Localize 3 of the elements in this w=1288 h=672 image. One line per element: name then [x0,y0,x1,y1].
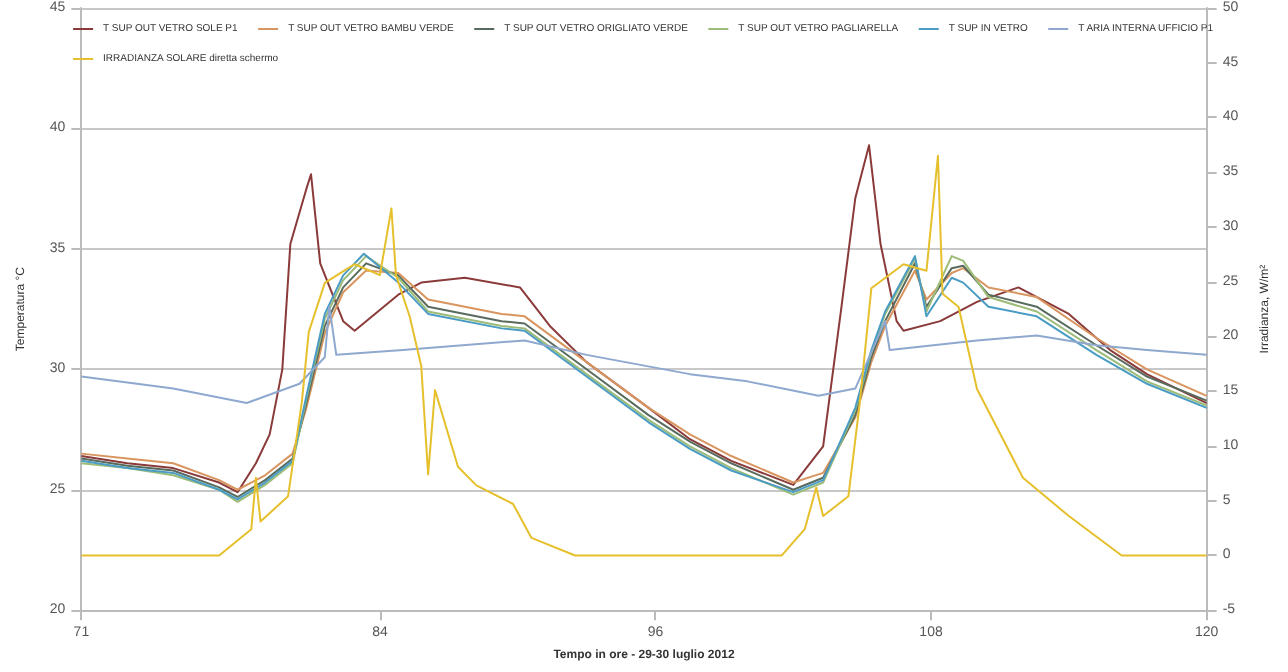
line-series [80,154,1208,557]
line-series [80,305,1208,405]
line-series [80,144,1208,494]
